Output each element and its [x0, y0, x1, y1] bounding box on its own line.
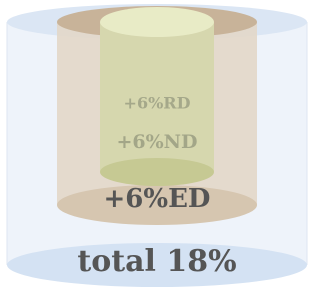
page: +6%RD +6%ND +6%ED total 18% (() => { con… [0, 0, 320, 294]
cylinder-diagram: +6%RD +6%ND +6%ED total 18% [0, 0, 314, 294]
layer-label: +6%ED [104, 184, 211, 214]
layer-label: +6%ND [116, 131, 197, 153]
inner-cylinder-bottom [100, 158, 214, 186]
total-label: total 18% [77, 244, 236, 279]
inner-cylinder-top [100, 7, 214, 37]
layer-label: +6%RD [124, 94, 191, 113]
